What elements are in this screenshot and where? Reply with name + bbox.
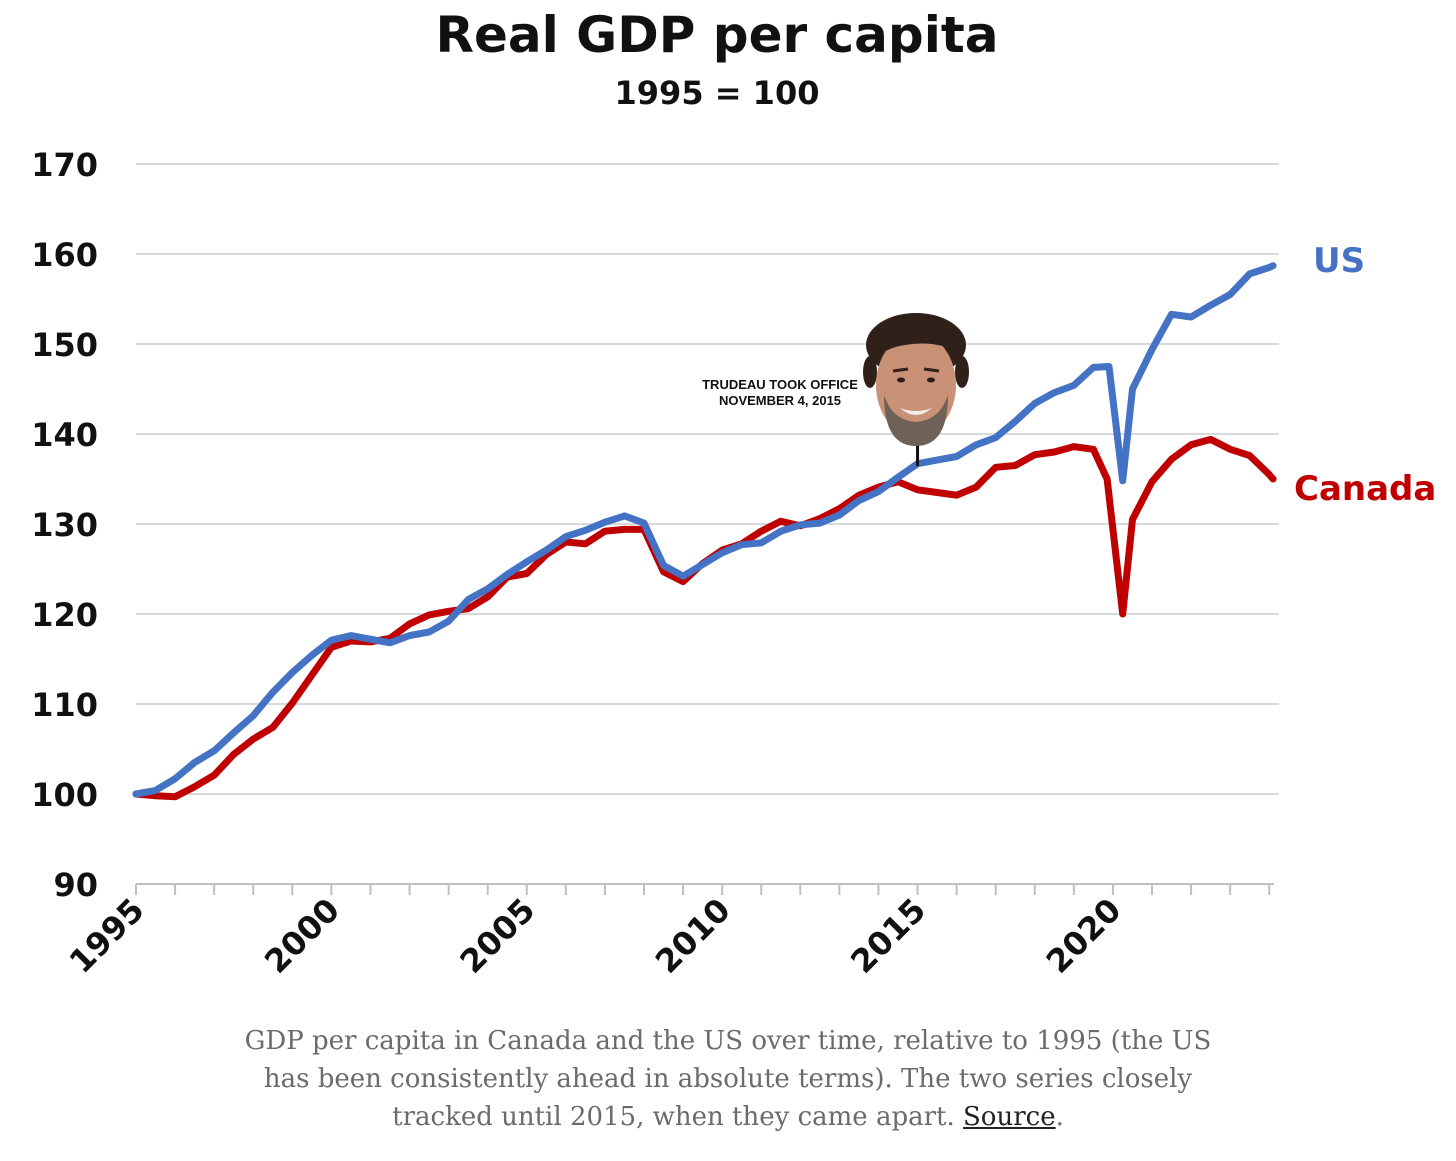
y-tick-label: 160 xyxy=(31,236,98,274)
x-tick-label: 2005 xyxy=(453,891,543,981)
series-line-us xyxy=(132,262,1277,798)
x-axis: 1995 2000 2005 2010 2015 2020 xyxy=(62,883,1274,981)
caption-text: GDP per capita in Canada and the US over… xyxy=(244,1026,1212,1132)
y-tick-label: 130 xyxy=(31,506,98,544)
x-tick-label: 2010 xyxy=(648,891,738,981)
x-tick-label: 2000 xyxy=(257,891,347,981)
x-tick-label: 2020 xyxy=(1039,891,1129,981)
annotation-line-1: TRUDEAU TOOK OFFICE xyxy=(702,377,858,392)
annotation-line-2: NOVEMBER 4, 2015 xyxy=(719,393,841,408)
chart-svg: 170 160 150 140 130 120 110 100 90 1995 2000 2005 2… xyxy=(31,6,1436,981)
series-line-canada xyxy=(132,435,1277,801)
x-tick-label: 2015 xyxy=(843,891,933,981)
y-tick-label: 170 xyxy=(31,146,98,184)
x-tick-label: 1995 xyxy=(62,891,152,981)
chart-subtitle: 1995 = 100 xyxy=(615,74,820,112)
caption-end: . xyxy=(1055,1102,1064,1132)
y-tick-label: 140 xyxy=(31,416,98,454)
y-tick-label: 120 xyxy=(31,596,98,634)
figure-caption: GDP per capita in Canada and the US over… xyxy=(228,1022,1228,1136)
trudeau-annotation: TRUDEAU TOOK OFFICE NOVEMBER 4, 2015 xyxy=(702,313,969,466)
y-axis: 170 160 150 140 130 120 110 100 90 xyxy=(31,146,98,904)
series-label-us: US xyxy=(1313,241,1365,281)
portrait-photo xyxy=(863,313,969,446)
chart-title: Real GDP per capita xyxy=(435,6,998,64)
grid-lines xyxy=(136,163,1279,795)
y-tick-label: 110 xyxy=(31,686,98,724)
y-tick-label: 150 xyxy=(31,326,98,364)
y-tick-label: 90 xyxy=(53,866,98,904)
source-link[interactable]: Source xyxy=(963,1102,1056,1132)
series-label-canada: Canada xyxy=(1294,469,1436,509)
y-tick-label: 100 xyxy=(31,776,98,814)
series-group xyxy=(132,262,1277,801)
